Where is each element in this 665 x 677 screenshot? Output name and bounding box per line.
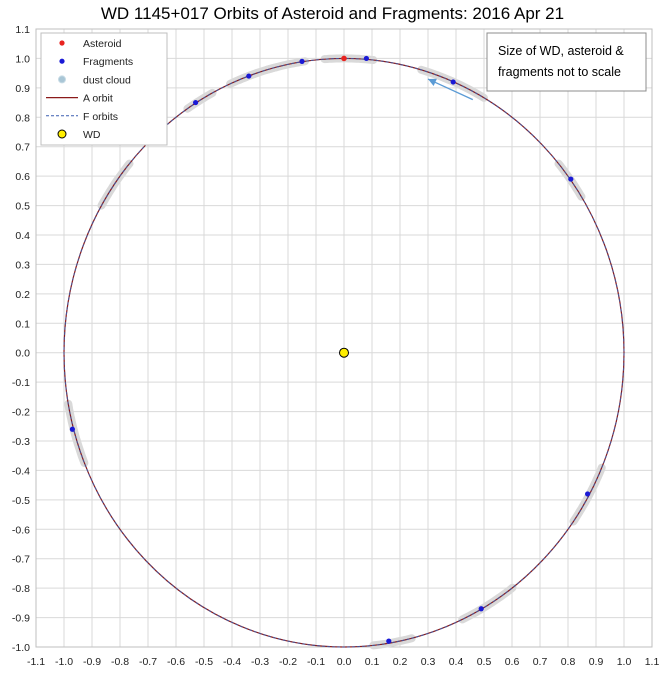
y-tick-label: -0.8 — [12, 583, 30, 595]
legend-label: F orbits — [83, 111, 118, 123]
x-tick-label: 0.4 — [449, 656, 464, 668]
y-axis-tick-labels: -1.0 -0.9 -0.8 -0.7 -0.6 -0.5 -0.4 -0.3 -0.2 -0.1… — [12, 24, 30, 654]
y-tick-label: -0.3 — [12, 436, 30, 448]
legend-label: Fragments — [83, 56, 133, 68]
note-box — [486, 32, 647, 92]
x-tick-label: 0.5 — [477, 656, 492, 668]
y-tick-label: 1.1 — [15, 24, 30, 36]
y-tick-label: -0.7 — [12, 554, 30, 566]
x-tick-label: -0.7 — [139, 656, 157, 668]
chart-title: WD 1145+017 Orbits of Asteroid and Fragm… — [100, 4, 565, 23]
fragment-point — [193, 99, 199, 106]
dust-cloud-arc — [458, 583, 517, 624]
y-tick-label: 0.7 — [15, 142, 30, 154]
x-tick-label: 0.0 — [337, 656, 352, 668]
x-tick-label: -1.0 — [55, 656, 73, 668]
x-tick-label: -0.2 — [279, 656, 297, 668]
legend-box — [40, 32, 168, 146]
x-tick-label: 0.3 — [421, 656, 436, 668]
legend-symbol — [57, 129, 67, 139]
x-tick-label: 1.1 — [645, 656, 660, 668]
dust-cloud-arc — [64, 399, 89, 467]
fragment-point — [585, 491, 591, 497]
legend-symbol — [59, 40, 65, 46]
y-tick-label: 0.1 — [15, 318, 30, 330]
x-tick-label: 0.1 — [365, 656, 380, 668]
y-tick-label: 0.4 — [15, 230, 30, 242]
y-tick-label: 0.5 — [15, 201, 30, 213]
fragment-point — [478, 606, 484, 612]
y-tick-label: 0.8 — [15, 112, 30, 124]
y-tick-label: 0.0 — [15, 348, 30, 360]
x-axis-tick-labels: -1.1 -1.0 -0.9 -0.8 -0.7 -0.6 -0.5 -0.4 -0.3 -0.2… — [27, 656, 659, 668]
x-tick-label: -0.8 — [111, 656, 129, 668]
legend-label: Asteroid — [83, 38, 122, 50]
legend-label: WD — [83, 129, 101, 141]
legend: Asteroid Fragments dust cloud A orbit F orbi… — [40, 32, 168, 146]
y-tick-label: 0.9 — [15, 83, 30, 95]
fragment-point — [386, 638, 392, 644]
fragment-point — [363, 55, 369, 62]
legend-label: dust cloud — [83, 74, 131, 86]
y-tick-label: -1.0 — [12, 642, 30, 654]
x-tick-label: -0.9 — [83, 656, 101, 668]
y-tick-label: -0.6 — [12, 524, 30, 536]
direction-arrow — [427, 78, 474, 101]
arrow-shaft — [427, 78, 474, 101]
y-tick-label: -0.5 — [12, 495, 30, 507]
x-tick-label: -0.4 — [223, 656, 241, 668]
x-tick-label: 0.8 — [561, 656, 576, 668]
y-tick-label: 0.6 — [15, 171, 30, 183]
legend-symbol — [59, 58, 65, 64]
y-tick-label: 1.0 — [15, 53, 30, 65]
fragment-point — [568, 176, 574, 182]
x-tick-label: -0.1 — [307, 656, 325, 668]
x-tick-label: -0.6 — [167, 656, 185, 668]
y-tick-label: -0.9 — [12, 613, 30, 625]
y-tick-label: -0.4 — [12, 465, 30, 477]
x-tick-label: 1.0 — [617, 656, 632, 668]
y-tick-label: 0.3 — [15, 259, 30, 271]
scale-note: Size of WD, asteroid & fragments not to s… — [486, 32, 647, 92]
arrow-head — [428, 78, 437, 87]
x-tick-label: 0.2 — [393, 656, 408, 668]
y-tick-label: -0.1 — [12, 377, 30, 389]
x-tick-label: -1.1 — [27, 656, 45, 668]
x-tick-label: -0.3 — [251, 656, 269, 668]
fragment-point — [450, 79, 456, 85]
x-tick-label: 0.6 — [505, 656, 520, 668]
white-dwarf-point — [339, 347, 349, 358]
dust-cloud-arc — [97, 159, 134, 210]
legend-label: A orbit — [83, 93, 113, 105]
y-tick-label: -0.2 — [12, 407, 30, 419]
markers — [69, 55, 591, 644]
legend-symbol — [58, 75, 66, 84]
x-tick-label: -0.5 — [195, 656, 213, 668]
fragment-point — [246, 73, 252, 79]
note-text-line: Size of WD, asteroid & — [498, 44, 624, 58]
x-tick-label: 0.9 — [589, 656, 604, 668]
x-tick-label: 0.7 — [533, 656, 548, 668]
asteroid-point — [341, 55, 347, 62]
fragment-point — [69, 426, 75, 432]
note-text-line: fragments not to scale — [498, 65, 621, 79]
y-tick-label: 0.2 — [15, 289, 30, 301]
fragment-point — [299, 58, 305, 64]
